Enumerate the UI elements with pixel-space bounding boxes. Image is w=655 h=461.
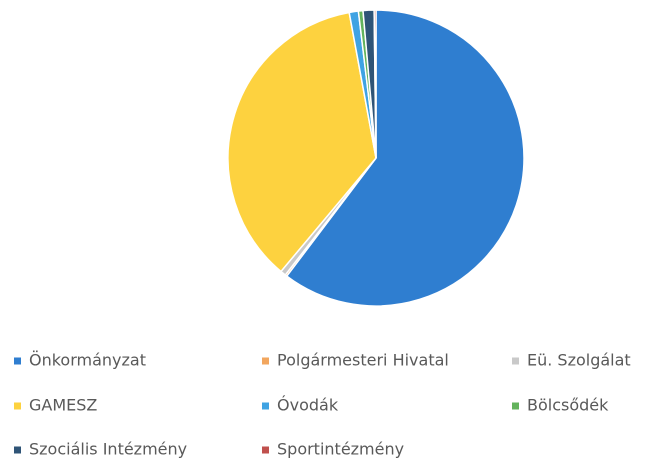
legend-swatch xyxy=(262,446,269,454)
legend-swatch xyxy=(262,357,269,365)
legend-label: GAMESZ xyxy=(29,396,97,415)
legend-swatch xyxy=(14,446,21,454)
legend-label: Óvodák xyxy=(277,396,339,415)
legend-label: Sportintézmény xyxy=(277,440,404,459)
legend-swatch xyxy=(14,402,21,410)
pie-slice xyxy=(373,9,377,159)
legend-label: Bölcsődék xyxy=(527,396,609,415)
legend-swatch xyxy=(262,402,269,410)
legend-swatch xyxy=(14,357,21,365)
pie-slice xyxy=(285,9,525,307)
legend-swatch xyxy=(512,402,519,410)
legend-label: Szociális Intézmény xyxy=(29,440,187,459)
legend-label: Eü. Szolgálat xyxy=(527,351,631,370)
legend-swatch xyxy=(512,357,519,365)
legend-label: Polgármesteri Hivatal xyxy=(277,351,449,370)
pie-slice xyxy=(227,11,377,273)
legend-label: Önkormányzat xyxy=(29,351,146,370)
